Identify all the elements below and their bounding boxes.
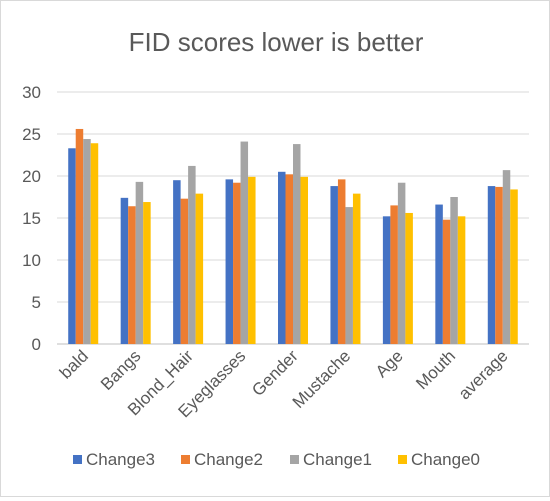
bar-change3-bald: [68, 148, 76, 344]
bar-change1-mustache: [345, 207, 353, 344]
bars: [68, 128, 518, 344]
bar-change3-bangs: [120, 197, 129, 344]
bar-change0-mouth: [457, 216, 466, 344]
bar-change2-mustache: [337, 179, 346, 344]
bar-change0-gender: [300, 176, 308, 344]
legend-item-change3: Change3: [73, 450, 155, 469]
legend-swatch: [181, 455, 190, 464]
legend-item-change2: Change2: [181, 450, 263, 469]
y-tick-label: 30: [22, 83, 41, 102]
legend: Change3 Change2 Change1 Change0: [73, 450, 480, 469]
legend-swatch: [73, 455, 82, 464]
bar-change1-average: [502, 170, 511, 344]
legend-label: Change3: [86, 450, 155, 469]
bar-change1-gender: [293, 144, 301, 344]
bar-change1-age: [397, 182, 406, 344]
legend-item-change1: Change1: [290, 450, 372, 469]
y-axis-ticks: 0 5 10 15 20 25 30: [22, 83, 41, 354]
bar-change2-bangs: [128, 206, 136, 344]
bar-change1-bald: [83, 139, 91, 344]
bar-change2-blond_hair: [180, 198, 189, 344]
bar-change0-mustache: [352, 193, 361, 344]
x-tick-label: average: [455, 346, 512, 403]
bar-change0-average: [510, 189, 518, 344]
bar-change2-eyeglasses: [233, 182, 241, 344]
bar-change2-age: [390, 205, 398, 344]
bar-change0-bangs: [143, 202, 151, 344]
bar-change1-blond_hair: [188, 165, 196, 344]
legend-label: Change0: [411, 450, 480, 469]
bar-change1-bangs: [135, 181, 144, 344]
bar-change1-mouth: [450, 197, 458, 344]
bar-change2-bald: [75, 128, 84, 344]
bar-change3-eyeglasses: [225, 179, 234, 344]
x-tick-label: Age: [372, 346, 407, 381]
x-tick-label: Mouth: [412, 346, 459, 393]
y-tick-label: 15: [22, 209, 41, 228]
bar-change2-average: [495, 186, 503, 344]
y-tick-label: 10: [22, 251, 41, 270]
bar-change2-mouth: [442, 219, 451, 344]
legend-swatch: [398, 455, 407, 464]
x-axis-labels: bald BangsBlond_HairEyeglassesGenderMusta…: [56, 346, 512, 421]
bar-change0-age: [405, 212, 413, 344]
x-tick-label: Mustache: [289, 346, 355, 412]
bar-change3-average: [487, 186, 496, 344]
bar-change3-blond_hair: [173, 180, 181, 344]
legend-item-change0: Change0: [398, 450, 480, 469]
bar-change1-eyeglasses: [240, 141, 249, 344]
legend-label: Change1: [303, 450, 372, 469]
legend-swatch: [290, 455, 299, 464]
bar-change3-gender: [278, 171, 286, 344]
y-tick-label: 25: [22, 125, 41, 144]
bar-change3-mouth: [435, 204, 443, 344]
bar-change3-mustache: [330, 186, 338, 344]
legend-label: Change2: [194, 450, 263, 469]
bar-change2-gender: [285, 174, 293, 344]
x-tick-label: Bangs: [97, 346, 145, 394]
bar-change0-blond_hair: [195, 193, 204, 344]
bar-change3-age: [382, 216, 391, 344]
chart-title: FID scores lower is better: [129, 27, 424, 57]
y-tick-label: 5: [32, 293, 41, 312]
y-tick-label: 0: [32, 335, 41, 354]
bar-change0-eyeglasses: [248, 176, 256, 344]
bar-change0-bald: [90, 143, 99, 344]
y-tick-label: 20: [22, 167, 41, 186]
x-tick-label: bald: [56, 346, 92, 382]
